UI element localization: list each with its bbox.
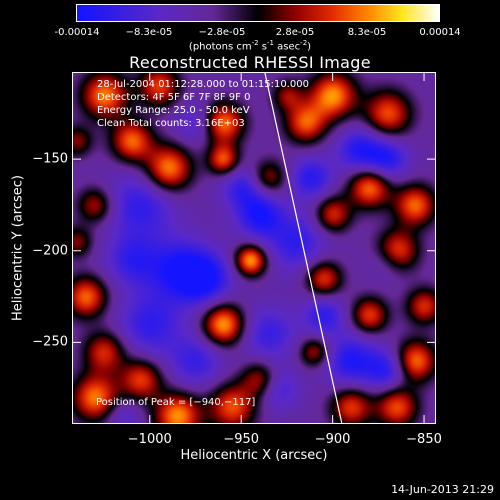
- annotation-method-counts: Clean Total counts: 3.16E+03: [97, 118, 245, 129]
- colorbar-tick-label: −8.3e-05: [125, 27, 173, 38]
- x-tick-label: −950: [223, 432, 260, 447]
- chart-title: Reconstructed RHESSI Image: [129, 53, 371, 72]
- colorbar: [76, 4, 440, 22]
- plot-overlay: [73, 73, 435, 423]
- x-axis-label: Heliocentric X (arcsec): [180, 448, 328, 463]
- x-tick-label: −850: [406, 432, 442, 447]
- colorbar-tick-label: 8.3e-05: [347, 27, 387, 38]
- timestamp: 14-Jun-2013 21:29: [391, 483, 494, 496]
- y-tick-label: −150: [32, 151, 68, 167]
- annotation-detectors: Detectors: 4F 5F 6F 7F 8F 9F 0: [97, 92, 251, 103]
- annotation-energy-range: Energy Range: 25.0 - 50.0 keV: [97, 105, 250, 116]
- colorbar-tick-label: 2.8e-05: [275, 27, 315, 38]
- y-tick-label: −250: [32, 334, 68, 350]
- colorbar-gradient: [77, 5, 439, 21]
- plot-area: 28-Jul-2004 01:12:28.000 to 01:15:10.000…: [72, 72, 436, 424]
- colorbar-tick-label: 0.00014: [419, 27, 461, 38]
- annotation-time-range: 28-Jul-2004 01:12:28.000 to 01:15:10.000: [97, 79, 309, 90]
- heatmap-image: [73, 73, 435, 423]
- colorbar-tick-label: -0.00014: [54, 27, 100, 38]
- y-tick-marks: [73, 158, 435, 343]
- colorbar-tick-label: −2.8e-05: [198, 27, 246, 38]
- y-tick-label: −200: [32, 243, 68, 259]
- colorbar-unit-label: (photons cm-2 s-1 asec-2): [188, 39, 312, 53]
- y-axis-label: Heliocentric Y (arcsec): [10, 175, 26, 321]
- annotation-peak-position: Position of Peak = [−940,−117]: [96, 397, 256, 408]
- x-tick-marks: [149, 73, 425, 423]
- x-tick-label: −900: [314, 432, 351, 447]
- solar-limb-line: [264, 73, 343, 423]
- x-tick-label: −1000: [127, 432, 172, 447]
